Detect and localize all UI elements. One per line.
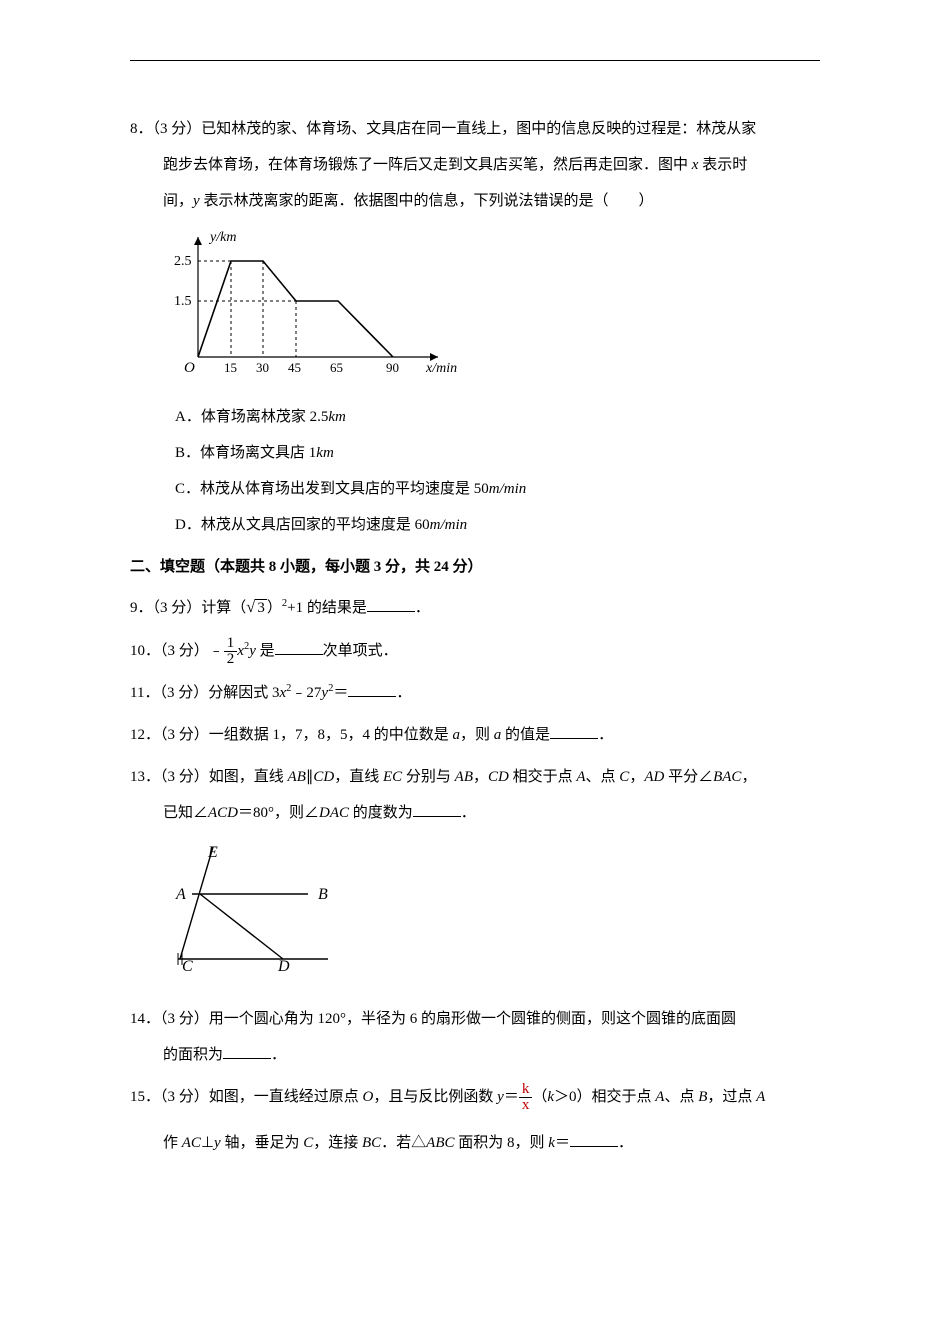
svg-text:2.5: 2.5 <box>174 254 192 269</box>
q8-option-D: D．林茂从文具店回家的平均速度是 60m/min <box>130 507 820 543</box>
svg-text:O: O <box>184 360 195 376</box>
q14-line1: 14．（3 分）用一个圆心角为 120°，半径为 6 的扇形做一个圆锥的侧面，则… <box>130 1001 820 1037</box>
blank-input[interactable] <box>348 682 396 697</box>
q15-line2: 作 AC⊥y 轴，垂足为 C，连接 BC．若△ABC 面积为 8，则 k＝． <box>130 1125 820 1161</box>
svg-text:90: 90 <box>386 360 399 375</box>
q8-option-C: C．林茂从体育场出发到文具店的平均速度是 50m/min <box>130 471 820 507</box>
svg-text:65: 65 <box>330 360 343 375</box>
question-14: 14．（3 分）用一个圆心角为 120°，半径为 6 的扇形做一个圆锥的侧面，则… <box>130 1001 820 1073</box>
question-13: 13．（3 分）如图，直线 AB∥CD，直线 EC 分别与 AB，CD 相交于点… <box>130 759 820 993</box>
question-15: 15．（3 分）如图，一直线经过原点 O，且与反比例函数 y＝kx（k＞0）相交… <box>130 1079 820 1161</box>
q15-line1: 15．（3 分）如图，一直线经过原点 O，且与反比例函数 y＝kx（k＞0）相交… <box>130 1079 820 1115</box>
q8-stem1: 已知林茂的家、体育场、文具店在同一直线上，图中的信息反映的过程是：林茂从家 <box>201 121 756 137</box>
q8-stem-line3: 间，y 表示林茂离家的距离．依据图中的信息，下列说法错误的是（ ） <box>130 183 820 219</box>
q8-number: 8． <box>130 121 153 137</box>
q8-xlabel: x/min <box>425 361 457 376</box>
sqrt-icon: √3 <box>246 587 267 627</box>
section-2-header: 二、填空题（本题共 8 小题，每小题 3 分，共 24 分） <box>130 549 820 585</box>
q13-line1: 13．（3 分）如图，直线 AB∥CD，直线 EC 分别与 AB，CD 相交于点… <box>130 759 820 795</box>
svg-text:B: B <box>318 886 328 903</box>
question-11: 11．（3 分）分解因式 3x2﹣27y2＝． <box>130 675 820 711</box>
blank-input[interactable] <box>367 597 415 612</box>
svg-text:D: D <box>277 958 290 975</box>
blank-input[interactable] <box>223 1044 271 1059</box>
question-10: 10．（3 分）﹣12x2y 是次单项式． <box>130 633 820 669</box>
fraction-k-over-x: kx <box>519 1082 533 1113</box>
blank-input[interactable] <box>570 1132 618 1147</box>
q8-option-B: B．体育场离文具店 1km <box>130 435 820 471</box>
fraction-half: 12 <box>224 636 238 667</box>
svg-text:C: C <box>182 958 193 975</box>
top-horizontal-rule <box>130 60 820 61</box>
svg-text:45: 45 <box>288 360 301 375</box>
svg-text:E: E <box>207 844 218 861</box>
q13-line2: 已知∠ACD＝80°，则∠DAC 的度数为． <box>130 795 820 831</box>
blank-input[interactable] <box>550 724 598 739</box>
q8-stem-line1: 8．（3 分）已知林茂的家、体育场、文具店在同一直线上，图中的信息反映的过程是：… <box>130 111 820 147</box>
svg-text:A: A <box>175 886 186 903</box>
q8-chart: y/km x/min 2.5 1.5 O 15 30 45 65 90 <box>168 227 821 391</box>
svg-text:15: 15 <box>224 360 237 375</box>
svg-text:30: 30 <box>256 360 269 375</box>
question-9: 9．（3 分）计算（√3）2+1 的结果是． <box>130 587 820 627</box>
question-8: 8．（3 分）已知林茂的家、体育场、文具店在同一直线上，图中的信息反映的过程是：… <box>130 111 820 543</box>
q8-option-A: A．体育场离林茂家 2.5km <box>130 399 820 435</box>
question-12: 12．（3 分）一组数据 1，7，8，5，4 的中位数是 a，则 a 的值是． <box>130 717 820 753</box>
q8-ylabel: y/km <box>208 230 236 245</box>
q8-points: （3 分） <box>153 121 202 137</box>
q14-line2: 的面积为． <box>130 1037 820 1073</box>
q13-diagram: E A B C D <box>168 839 821 993</box>
svg-text:1.5: 1.5 <box>174 294 192 309</box>
blank-input[interactable] <box>413 802 461 817</box>
q8-stem-line2: 跑步去体育场，在体育场锻炼了一阵后又走到文具店买笔，然后再走回家．图中 x 表示… <box>130 147 820 183</box>
blank-input[interactable] <box>275 640 323 655</box>
